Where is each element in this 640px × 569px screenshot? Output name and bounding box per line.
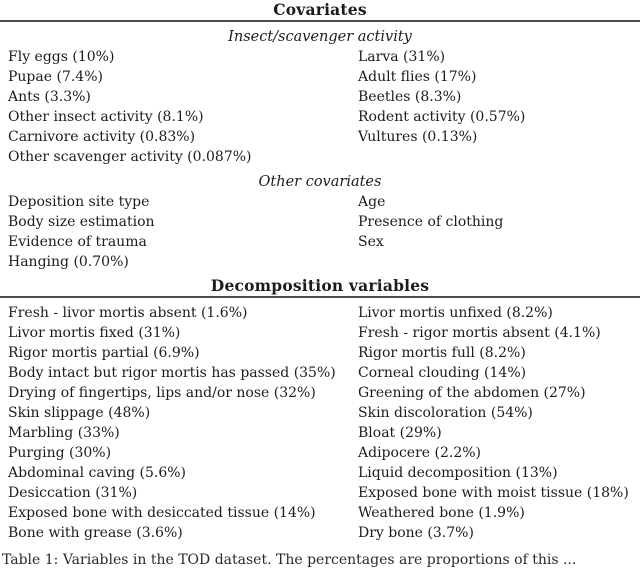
section-heading: Insect/scavenger activity: [228, 29, 412, 45]
table-row-right-cell: Liquid decomposition (13%): [358, 465, 558, 481]
table-row-left-cell: Ants (3.3%): [8, 89, 91, 105]
table-row-right-cell: [358, 147, 640, 167]
table-row-left-cell: Rigor mortis partial (6.9%): [8, 345, 200, 361]
table-row-right-cell: Dry bone (3.7%): [358, 525, 474, 541]
table-row-left-cell: Abdominal caving (5.6%): [8, 465, 187, 481]
table-row-right-cell: Weathered bone (1.9%): [358, 505, 525, 521]
table-row-right-cell: [358, 252, 640, 272]
decomposition-rows: Fresh - livor mortis absent (1.6%) Livor …: [0, 298, 640, 543]
table-row-left-cell: Fresh - livor mortis absent (1.6%): [8, 305, 248, 321]
table-row-left-cell: Hanging (0.70%): [8, 254, 129, 270]
table-row-right-cell: Exposed bone with moist tissue (18%): [358, 485, 629, 501]
table-row-left-cell: Exposed bone with desiccated tissue (14%…: [8, 505, 316, 521]
table-row-right-cell: Adipocere (2.2%): [358, 445, 481, 461]
table-row-right-cell: Beetles (8.3%): [358, 89, 462, 105]
table-row-right-cell: Rodent activity (0.57%): [358, 109, 526, 125]
table-row-left-cell: Other scavenger activity (0.087%): [8, 149, 252, 165]
covariates-title: Covariates: [273, 0, 367, 19]
table-row-right-cell: Larva (31%): [358, 49, 446, 65]
decomposition-title: Decomposition variables: [210, 276, 430, 295]
table-caption: Table 1: Variables in the TOD dataset. T…: [2, 552, 577, 568]
table-row-left-cell: Fly eggs (10%): [8, 49, 115, 65]
table-row-left-cell: Carnivore activity (0.83%): [8, 129, 196, 145]
table-row-right-cell: Livor mortis unfixed (8.2%): [358, 305, 553, 321]
two-column-rows: Fly eggs (10%) Larva (31%) Pupae (7.4%) Adu…: [0, 47, 640, 167]
table-row-left-cell: Livor mortis fixed (31%): [8, 325, 181, 341]
table-row-left-cell: Pupae (7.4%): [8, 69, 103, 85]
table-row-right-cell: Corneal clouding (14%): [358, 365, 527, 381]
table-row-right-cell: Fresh - rigor mortis absent (4.1%): [358, 325, 601, 341]
covariates-sections: Insect/scavenger activity Fly eggs (10%) L…: [0, 27, 640, 272]
table-row-left-cell: Bone with grease (3.6%): [8, 525, 183, 541]
table-row-left-cell: Skin slippage (48%): [8, 405, 151, 421]
table-row-right-cell: Rigor mortis full (8.2%): [358, 345, 526, 361]
table-row-right-cell: Skin discoloration (54%): [358, 405, 533, 421]
table-row-left-cell: Deposition site type: [8, 194, 150, 210]
table-row-right-cell: Greening of the abdomen (27%): [358, 385, 586, 401]
table-row-right-cell: Sex: [358, 234, 384, 250]
two-column-rows: Deposition site type Age Body size estimat…: [0, 192, 640, 272]
table-row-right-cell: Vultures (0.13%): [358, 129, 478, 145]
table-row-right-cell: Adult flies (17%): [358, 69, 477, 85]
table-row-left-cell: Body intact but rigor mortis has passed …: [8, 365, 336, 381]
table-row-left-cell: Other insect activity (8.1%): [8, 109, 204, 125]
section-heading: Other covariates: [258, 174, 382, 190]
table-row-left-cell: Body size estimation: [8, 214, 155, 230]
table-row-left-cell: Desiccation (31%): [8, 485, 138, 501]
top-rule: [0, 20, 640, 22]
table-row-left-cell: Drying of fingertips, lips and/or nose (…: [8, 385, 316, 401]
table-row-left-cell: Purging (30%): [8, 445, 112, 461]
table-row-left-cell: Marbling (33%): [8, 425, 120, 441]
decomposition-rule: [0, 296, 640, 298]
table-row-right-cell: Presence of clothing: [358, 214, 504, 230]
table-row-right-cell: Age: [358, 194, 386, 210]
table-row-left-cell: Evidence of trauma: [8, 234, 147, 250]
table-row-right-cell: Bloat (29%): [358, 425, 442, 441]
